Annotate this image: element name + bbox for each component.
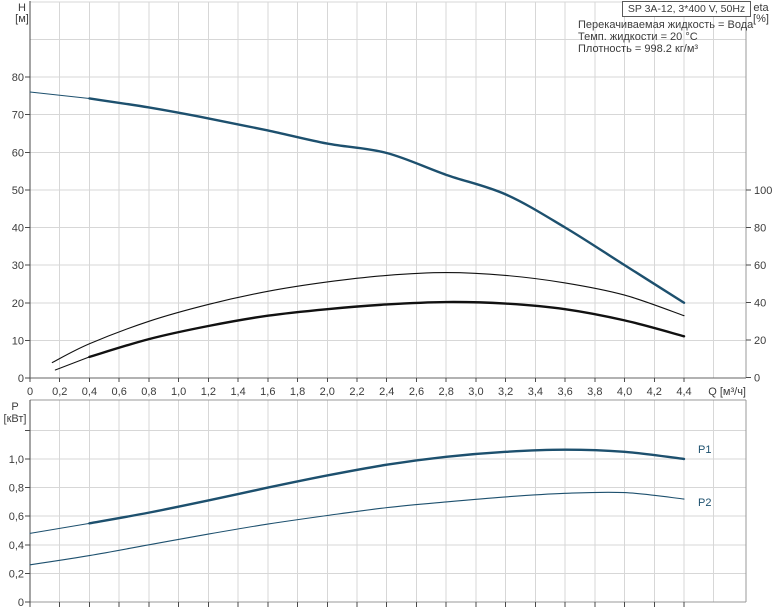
- q-tick-label: 3,8: [587, 386, 602, 398]
- p-axis-unit: [кВт]: [3, 413, 27, 425]
- p-tick-label: 0: [18, 597, 24, 609]
- q-tick-label: 1,0: [171, 386, 186, 398]
- q-tick-label: 3,2: [498, 386, 513, 398]
- eta-tick-label: 0: [754, 373, 760, 385]
- h-tick-label: 10: [12, 335, 24, 347]
- h-tick-label: 60: [12, 147, 24, 159]
- curve-H: [88, 97, 686, 304]
- curve-eta_pump: [51, 272, 685, 364]
- q-tick-label: 1,8: [290, 386, 305, 398]
- q-tick-label: 3,0: [468, 386, 483, 398]
- h-tick-label: 30: [12, 260, 24, 272]
- curve-P2: [29, 491, 685, 566]
- q-tick-label: 2,8: [439, 386, 454, 398]
- curve-H-thin: [29, 91, 90, 99]
- q-tick-label: 2,6: [409, 386, 424, 398]
- q-tick-label: 0: [27, 386, 33, 398]
- h-tick-label: 0: [18, 373, 24, 385]
- eta-tick-label: 40: [754, 298, 766, 310]
- q-tick-label: 0,8: [141, 386, 156, 398]
- q-tick-label: 2,2: [349, 386, 364, 398]
- p-axis-label: P: [11, 401, 19, 413]
- q-tick-label: 1,2: [201, 386, 216, 398]
- q-tick-label: 3,4: [528, 386, 543, 398]
- q-tick-label: 4,4: [676, 386, 691, 398]
- power-chart: 0 0,2 0,4 0,6 0,8 1,0: [9, 399, 747, 609]
- p-tick-label: 0,6: [9, 511, 24, 523]
- q-tick-label: 1,6: [260, 386, 275, 398]
- curve-P1-thin: [29, 522, 90, 534]
- eta-tick-label: 80: [754, 223, 766, 235]
- p-tick-label: 0,4: [9, 540, 24, 552]
- info-liquid: Перекачиваемая жидкость = Вода: [578, 19, 754, 31]
- eta-tick-label: 20: [754, 335, 766, 347]
- q-tick-label: 0,2: [52, 386, 67, 398]
- p-tick-label: 1,0: [9, 454, 24, 466]
- curve-eta_pump_motor: [88, 300, 686, 359]
- p1-curve-label: P1: [698, 444, 712, 456]
- pump-title-box: SP 3A-12, 3*400 V, 50Hz: [622, 1, 751, 17]
- q-tick-label: 2,4: [379, 386, 394, 398]
- h-tick-label: 40: [12, 223, 24, 235]
- info-density: Плотность = 998.2 кг/м³: [578, 43, 699, 55]
- h-tick-label: 80: [12, 72, 24, 84]
- p-tick-label: 0,8: [9, 483, 24, 495]
- p2-curve-label: P2: [698, 497, 712, 509]
- eta-tick-label: 100: [754, 185, 772, 197]
- eta-axis-unit: [%]: [753, 13, 769, 25]
- h-tick-label: 70: [12, 110, 24, 122]
- h-axis-label: H: [18, 2, 26, 14]
- p-tick-label: 0,2: [9, 568, 24, 580]
- liquid-info-block: Перекачиваемая жидкость = Вода Темп. жид…: [578, 19, 753, 55]
- curve-P1: [88, 448, 686, 525]
- curve-eta_pump_motor-thin: [54, 356, 90, 371]
- q-tick-label: 2,0: [320, 386, 335, 398]
- h-tick-label: 50: [12, 185, 24, 197]
- h-axis-unit: [м]: [15, 13, 29, 25]
- h-q-chart: 0 10 20 30 40 50 60 70 80 0 20 40 60 80 100 0 0,2 0,4 0,6 0…: [12, 1, 772, 398]
- q-tick-label: 0,4: [82, 386, 97, 398]
- q-tick-label: 1,4: [230, 386, 245, 398]
- eta-tick-label: 60: [754, 260, 766, 272]
- h-tick-label: 20: [12, 298, 24, 310]
- q-tick-label: 4,2: [647, 386, 662, 398]
- q-tick-label: 0,6: [112, 386, 127, 398]
- q-tick-label: 4,0: [617, 386, 632, 398]
- eta-axis-label: eta: [753, 2, 769, 14]
- info-temp: Темп. жидкости = 20 °C: [578, 31, 698, 43]
- q-axis-label: Q [м³/ч]: [708, 386, 746, 398]
- q-tick-label: 3,6: [557, 386, 572, 398]
